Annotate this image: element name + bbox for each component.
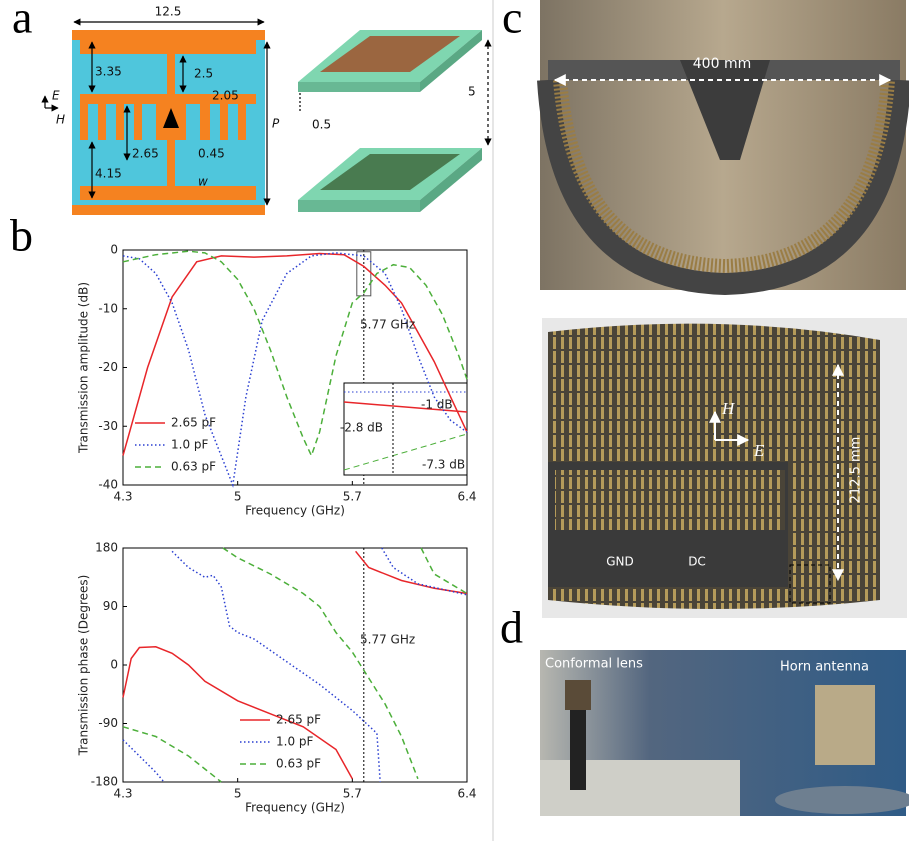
y-tick-label: -90 [98,716,118,730]
panel-label: a [12,0,32,43]
y-tick-label: 90 [103,599,118,613]
annotation: -7.3 dB [422,458,465,472]
y-tick-label: -180 [91,775,118,789]
x-tick-label: 6.4 [457,490,476,504]
annotation: 5.77 GHz [360,633,415,647]
dimension: P [272,117,280,131]
dimension: 12.5 [155,5,182,19]
x-tick-label: 6.4 [457,787,476,801]
dimension: 0.5 [312,118,331,132]
charts: -40 -30 -20 -10 0 4.3 5 5.7 6.4 Frequency (GHz) Tr… [77,243,477,815]
series-line [122,252,468,488]
x-tick-label: 5.7 [343,490,362,504]
x-tick-label: 4.3 [113,490,132,504]
dimension: 0.45 [198,147,225,161]
y-tick-label: 0 [110,243,118,257]
y-axis-label: Transmission amplitude (dB) [77,282,91,454]
inset-line [343,401,468,413]
photo-label: 400 mm [693,56,751,72]
legend-label: 0.63 pF [171,460,216,474]
panel-label: b [10,210,33,261]
annotation: -2.8 dB [340,421,383,435]
panel-label: d [500,602,523,653]
zoom-box [356,251,372,297]
x-axis-label: Frequency (GHz) [245,801,345,815]
y-tick-label: -20 [98,360,118,374]
y-tick-label: 180 [95,541,118,555]
dimension: 4.15 [95,167,122,181]
series-line [122,252,468,456]
x-tick-label: 5 [234,787,242,801]
annotation: 5.77 GHz [360,318,415,332]
x-axis-label: Frequency (GHz) [245,504,345,518]
y-tick-label: 0 [110,658,118,672]
dimension: 2.65 [132,147,159,161]
legend-label: 1.0 pF [171,438,209,452]
axis-label: E [753,441,765,460]
photo-lens-front [542,318,907,618]
unit-cell [72,30,265,215]
x-tick-label: 5.7 [343,787,362,801]
legend-label: 2.65 pF [171,416,216,430]
series-line [122,547,468,783]
photo-lens-top [537,0,909,296]
dimension: w [198,175,208,189]
series-line [122,250,468,458]
dimension: 2.05 [212,89,239,103]
dimension: 3.35 [95,65,122,79]
y-axis-label: Transmission phase (Degrees) [77,575,91,757]
photo-label: 212.5 mm [849,437,864,504]
photo-chamber [540,650,909,816]
axis-label: H [721,399,736,418]
photo-label: GND [606,555,634,569]
x-tick-label: 5 [234,490,242,504]
axis-label: H [56,113,65,127]
inset-line [343,433,468,471]
dimension: 2.5 [194,67,213,81]
panel-label: c [502,0,522,43]
y-tick-label: -10 [98,301,118,315]
annotation: -1 dB [421,398,453,412]
x-tick-label: 4.3 [113,787,132,801]
series-line [122,547,468,783]
inset-box [343,382,468,476]
axis-label: E [52,89,60,103]
legend-label: 1.0 pF [276,735,314,749]
photo-label: Conformal lens [545,657,643,672]
y-tick-label: -40 [98,478,118,492]
photo-label: Horn antenna [780,660,869,675]
dimension: 5 [468,85,476,99]
slabs [298,30,482,212]
legend-label: 2.65 pF [276,713,321,727]
y-tick-label: -30 [98,419,118,433]
legend-label: 0.63 pF [276,757,321,771]
photo-label: DC [688,555,706,569]
